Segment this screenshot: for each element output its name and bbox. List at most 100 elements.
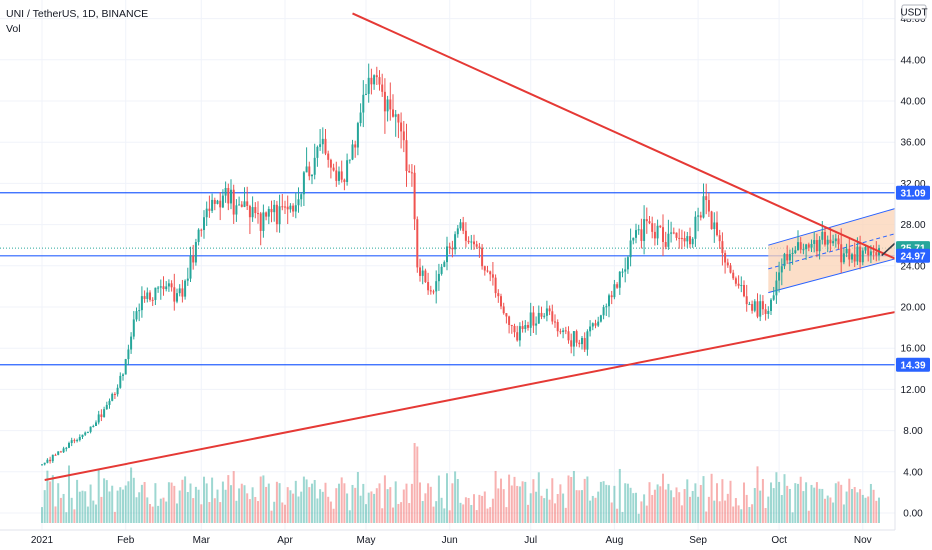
volume-bar xyxy=(332,508,335,523)
candle-body xyxy=(397,114,400,123)
volume-bar xyxy=(286,487,289,523)
volume-bar xyxy=(626,483,629,523)
candle-body xyxy=(157,287,160,289)
volume-bar xyxy=(602,481,605,523)
volume-bar xyxy=(81,490,84,523)
candle-body xyxy=(413,172,416,220)
volume-bar xyxy=(875,500,878,523)
volume-bar xyxy=(240,483,243,523)
candle-body xyxy=(405,140,408,172)
candle-body xyxy=(551,311,554,322)
candle-body xyxy=(243,201,246,207)
candle-body xyxy=(624,269,627,272)
volume-bar xyxy=(327,496,330,523)
candle-body xyxy=(130,336,133,350)
time-tick-label: Apr xyxy=(277,535,293,546)
volume-bar xyxy=(686,479,689,523)
volume-bar xyxy=(518,486,521,523)
candle-body xyxy=(783,253,786,267)
candle-body xyxy=(170,283,173,288)
volume-bar xyxy=(710,473,713,523)
volume-bar xyxy=(389,487,392,523)
volume-bar xyxy=(832,502,835,523)
candle-body xyxy=(248,205,251,218)
volume-bar xyxy=(435,501,438,523)
candle-body xyxy=(81,434,84,438)
candle-body xyxy=(286,206,289,210)
volume-bar xyxy=(475,510,478,523)
candle-body xyxy=(875,252,878,256)
candle-body xyxy=(618,271,621,288)
volume-bar xyxy=(157,505,160,523)
candle-body xyxy=(208,208,211,211)
currency-box[interactable] xyxy=(901,4,927,20)
candle-body xyxy=(597,321,600,326)
volume-bar xyxy=(842,504,845,523)
candle-body xyxy=(365,93,367,95)
candle-body xyxy=(162,286,165,290)
volume-bar xyxy=(753,488,756,523)
volume-bar xyxy=(505,507,508,523)
volume-bar xyxy=(788,488,791,523)
volume-bar xyxy=(780,495,783,523)
volume-bar xyxy=(491,498,494,523)
volume-bar xyxy=(373,493,376,523)
candle-body xyxy=(178,288,181,294)
volume-bar xyxy=(716,483,718,523)
candle-body xyxy=(389,99,392,110)
volume-bar xyxy=(794,483,797,523)
candle-body xyxy=(76,440,79,442)
candle-body xyxy=(132,319,135,337)
price-tick-label: 20.00 xyxy=(900,303,925,314)
candle-body xyxy=(564,330,567,332)
candle-body xyxy=(821,231,824,240)
candle-body xyxy=(616,284,619,288)
volume-bar xyxy=(689,496,691,523)
price-tick-label: 32.00 xyxy=(900,179,925,190)
candle-body xyxy=(402,131,405,141)
candle-body xyxy=(629,240,632,258)
volume-bar xyxy=(154,483,157,523)
volume-label: Vol xyxy=(6,23,21,35)
time-axis[interactable]: 2021FebMarAprMayJunJulAugSepOctNovDec xyxy=(31,535,932,546)
candle-body xyxy=(702,196,705,218)
volume-bar xyxy=(751,504,754,523)
candle-body xyxy=(270,208,273,213)
volume-bar xyxy=(392,507,394,523)
price-tick-label: 16.00 xyxy=(900,344,925,355)
volume-bar xyxy=(165,501,168,523)
candle-body xyxy=(410,172,413,174)
candle-body xyxy=(853,254,856,262)
candle-body xyxy=(95,422,97,426)
volume-bar xyxy=(740,509,743,523)
candle-body xyxy=(216,200,219,204)
price-axis[interactable]: 48.00 44.00 40.00 36.00 32.00 28.00 24.00 20.00… xyxy=(900,14,925,519)
volume-bar xyxy=(162,497,165,523)
candle-body xyxy=(113,393,116,395)
volume-bar xyxy=(251,487,254,523)
candle-body xyxy=(599,315,602,322)
volume-bar xyxy=(65,512,68,523)
volume-bar xyxy=(243,485,246,523)
candle-body xyxy=(518,326,521,341)
price-badge-label: 14.39 xyxy=(900,360,925,371)
volume-bar xyxy=(346,493,349,523)
volume-bar xyxy=(467,498,470,523)
volume-bar xyxy=(586,476,589,523)
volume-bar xyxy=(635,492,637,523)
volume-bar xyxy=(132,477,135,523)
candle-body xyxy=(716,222,718,236)
candle-body xyxy=(184,280,187,297)
volume-bar xyxy=(224,489,227,523)
volume-bar xyxy=(683,489,686,523)
candle-body xyxy=(572,331,575,347)
candle-body xyxy=(710,211,713,230)
volume-bar xyxy=(761,479,764,523)
volume-bar xyxy=(421,501,424,523)
volume-bar xyxy=(454,471,457,523)
candle-body xyxy=(275,204,278,225)
volume-bar xyxy=(262,475,265,523)
volume-bar xyxy=(618,468,621,523)
